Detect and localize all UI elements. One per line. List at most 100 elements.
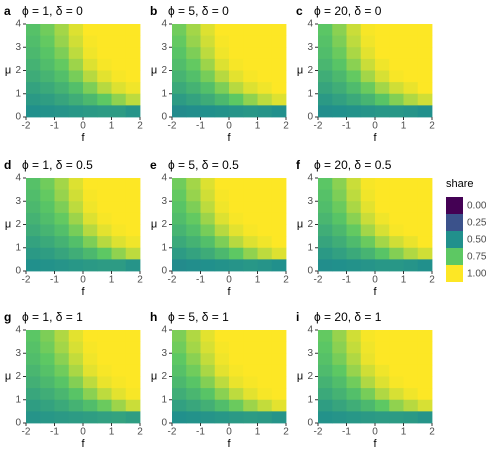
- heat-cell: [68, 376, 84, 389]
- heat-cell: [389, 364, 404, 377]
- heat-cell: [68, 259, 84, 272]
- y-tick-label: 3: [161, 42, 167, 53]
- heat-cell: [68, 212, 84, 225]
- heat-cell: [83, 24, 98, 37]
- heat-cell: [417, 411, 433, 424]
- heat-cell: [125, 411, 141, 424]
- heat-cell: [83, 376, 98, 389]
- y-tick-label: 0: [307, 112, 313, 123]
- heat-cell: [172, 399, 187, 412]
- y-tick-label: 3: [161, 196, 167, 207]
- heat-cell: [403, 236, 419, 249]
- panel-title: ϕ = 5, δ = 0: [168, 4, 229, 18]
- heat-cell: [346, 411, 362, 424]
- legend-label: 0.25: [467, 218, 487, 229]
- heat-cell: [403, 105, 419, 118]
- x-tick-label: -2: [22, 121, 31, 132]
- heat-cell: [243, 58, 258, 71]
- heat-cell: [257, 47, 273, 60]
- heat-cell: [97, 201, 112, 214]
- heat-cell: [360, 93, 376, 106]
- heat-cell: [125, 47, 141, 60]
- heat-cell: [389, 212, 404, 225]
- heat-cell: [389, 70, 404, 83]
- heat-cell: [40, 399, 55, 412]
- heat-cell: [332, 247, 347, 260]
- heat-cell: [172, 93, 187, 106]
- heat-cell: [200, 24, 216, 37]
- heat-cell: [186, 201, 201, 214]
- heat-cell: [389, 353, 404, 366]
- heat-cell: [360, 376, 376, 389]
- heat-cell: [257, 364, 273, 377]
- heat-cell: [40, 259, 55, 272]
- heat-cell: [111, 364, 127, 377]
- heat-cell: [200, 341, 216, 354]
- panel-tag: d: [4, 158, 11, 172]
- heat-cell: [125, 82, 141, 95]
- heat-cell: [332, 353, 347, 366]
- heat-cell: [186, 224, 201, 237]
- heat-cell: [229, 399, 244, 412]
- heat-cell: [26, 35, 41, 48]
- heat-cell: [125, 353, 141, 366]
- heat-cell: [229, 70, 244, 83]
- heat-cell: [83, 93, 98, 106]
- heat-cell: [403, 47, 419, 60]
- heat-cell: [54, 93, 70, 106]
- heat-cell: [186, 353, 201, 366]
- heat-cell: [389, 247, 404, 260]
- heat-cell: [172, 376, 187, 389]
- heat-cell: [200, 224, 216, 237]
- heat-cell: [271, 201, 287, 214]
- heat-cell: [243, 388, 258, 401]
- heat-cell: [186, 93, 201, 106]
- heat-cell: [68, 364, 84, 377]
- heat-cell: [83, 330, 98, 343]
- y-tick-label: 2: [15, 219, 21, 230]
- heat-cell: [200, 105, 216, 118]
- x-tick-label: 0: [226, 275, 232, 286]
- heat-cell: [346, 47, 362, 60]
- heat-cell: [97, 178, 112, 191]
- heat-cell: [54, 399, 70, 412]
- heat-cell: [40, 178, 55, 191]
- heat-cell: [97, 399, 112, 412]
- heat-cell: [271, 341, 287, 354]
- heat-cell: [403, 399, 419, 412]
- heat-cell: [257, 93, 273, 106]
- x-axis-label: f: [81, 286, 85, 298]
- heat-cell: [360, 341, 376, 354]
- heat-cell: [318, 35, 333, 48]
- heat-cell: [68, 47, 84, 60]
- heat-cell: [54, 58, 70, 71]
- heat-cell: [229, 58, 244, 71]
- heat-cell: [229, 259, 244, 272]
- heat-cell: [257, 388, 273, 401]
- heat-cell: [318, 259, 333, 272]
- heat-cell: [26, 47, 41, 60]
- heat-cell: [26, 364, 41, 377]
- x-tick-label: -1: [342, 275, 351, 286]
- y-tick-label: 0: [307, 266, 313, 277]
- heat-cell: [271, 70, 287, 83]
- heat-cell: [83, 236, 98, 249]
- legend-title: share: [446, 178, 474, 190]
- x-axis-label: f: [373, 286, 377, 298]
- heat-cell: [257, 24, 273, 37]
- x-tick-label: -1: [50, 121, 59, 132]
- heat-cell: [375, 178, 390, 191]
- heat-cell: [111, 70, 127, 83]
- heat-cell: [68, 330, 84, 343]
- panel-title: ϕ = 1, δ = 1: [22, 310, 83, 324]
- x-tick-label: 1: [255, 275, 261, 286]
- heat-cell: [125, 93, 141, 106]
- heat-cell: [271, 411, 287, 424]
- heat-cell: [389, 35, 404, 48]
- heat-cell: [375, 35, 390, 48]
- heat-cell: [172, 105, 187, 118]
- heat-cell: [97, 212, 112, 225]
- x-tick-label: -2: [314, 427, 323, 438]
- heat-cell: [26, 388, 41, 401]
- heat-cell: [375, 236, 390, 249]
